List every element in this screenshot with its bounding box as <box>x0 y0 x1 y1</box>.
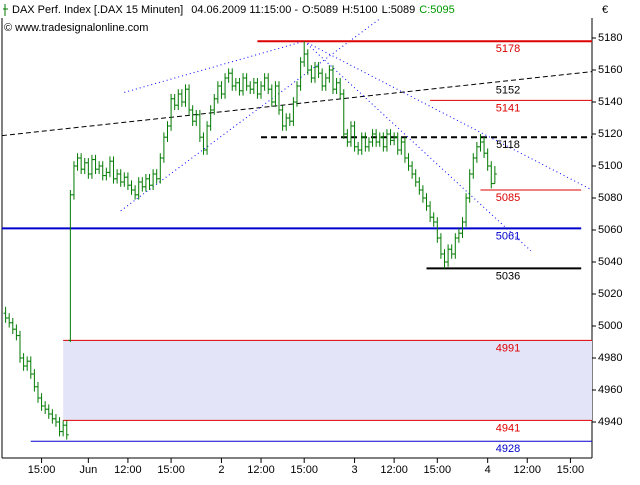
y-tick-label: 5180 <box>598 32 622 44</box>
chart-title: DAX Perf. Index [.DAX 15 Minuten] <box>12 4 183 16</box>
y-tick-label: 5060 <box>598 224 622 236</box>
level-label: 5085 <box>496 192 520 204</box>
zone <box>63 340 592 421</box>
watermark: © www.tradesignalonline.com <box>4 22 148 34</box>
zone-label: 4991 <box>496 342 520 354</box>
y-tick-label: 5160 <box>598 64 622 76</box>
y-tick-label: 4940 <box>598 416 622 428</box>
x-tick-label: 15:00 <box>557 464 585 476</box>
quote-value: C:5095 <box>419 4 454 16</box>
y-tick-label: 5000 <box>598 320 622 332</box>
level-label: 5178 <box>496 43 520 55</box>
x-tick-label: 12:00 <box>513 464 541 476</box>
x-tick-label: 3 <box>351 464 357 476</box>
level-label: 5061 <box>496 230 520 242</box>
chart-datetime: 04.06.2009 11:15:00 - <box>191 4 298 16</box>
x-tick-label: 4 <box>485 464 491 476</box>
level-label: 4928 <box>496 443 520 455</box>
trendline-label: 5152 <box>496 85 520 97</box>
y-tick-label: 5100 <box>598 160 622 172</box>
y-tick-label: 5140 <box>598 96 622 108</box>
level-label: 5036 <box>496 270 520 282</box>
level-label: 5141 <box>496 102 520 114</box>
x-tick-label: 12:00 <box>380 464 408 476</box>
quote-value: H:5100 <box>342 4 377 16</box>
x-tick-label: 12:00 <box>247 464 275 476</box>
x-tick-label: 15:00 <box>28 464 56 476</box>
y-tick-label: 5120 <box>598 128 622 140</box>
x-tick-label: 2 <box>218 464 224 476</box>
currency: € <box>602 4 608 16</box>
y-tick-label: 4980 <box>598 352 622 364</box>
x-tick-label: 15:00 <box>290 464 318 476</box>
x-tick-label: 12:00 <box>114 464 142 476</box>
quote-value: O:5089 <box>302 4 338 16</box>
quote-value: L:5089 <box>382 4 416 16</box>
y-tick-label: 5040 <box>598 256 622 268</box>
level-label: 5118 <box>496 139 520 151</box>
y-tick-label: 5020 <box>598 288 622 300</box>
x-tick-label: 15:00 <box>424 464 452 476</box>
plot-area <box>2 18 592 442</box>
x-tick-label: 15:00 <box>157 464 185 476</box>
y-tick-label: 5080 <box>598 192 622 204</box>
trendline <box>120 18 381 212</box>
y-tick-label: 4960 <box>598 384 622 396</box>
zone-label: 4941 <box>496 422 520 434</box>
x-tick-label: Jun <box>79 464 97 476</box>
